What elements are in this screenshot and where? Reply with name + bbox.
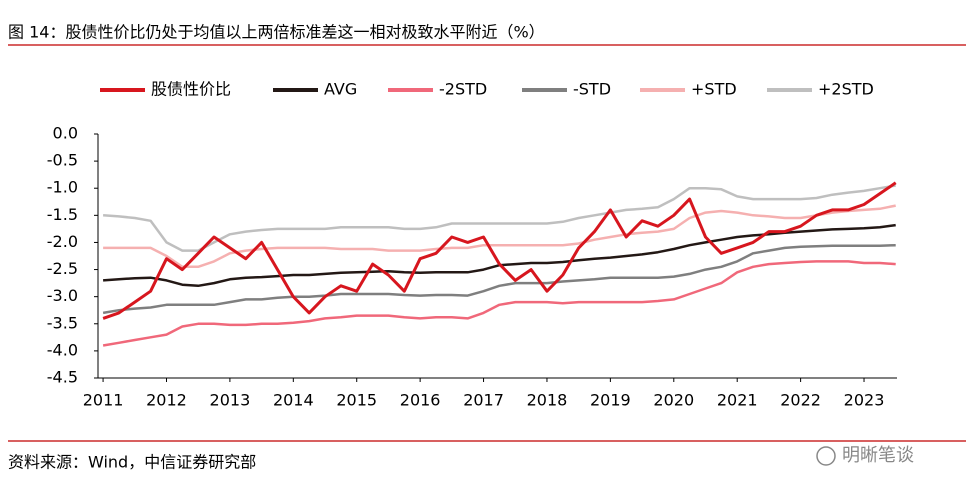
x-tick-label: 2012 <box>146 391 187 410</box>
legend-label: -STD <box>573 80 611 99</box>
legend-label: +2STD <box>818 80 874 99</box>
legend-label: -2STD <box>439 80 487 99</box>
x-tick-label: 2018 <box>527 391 568 410</box>
x-tick-label: 2011 <box>83 391 124 410</box>
x-tick-label: 2014 <box>273 391 314 410</box>
x-tick-label: 2021 <box>717 391 758 410</box>
y-tick-label: -4.5 <box>47 368 78 387</box>
series-line <box>102 243 896 315</box>
x-tick-label: 2019 <box>590 391 631 410</box>
watermark-icon <box>816 446 836 466</box>
x-tick-label: 2023 <box>844 391 885 410</box>
y-tick-label: -0.5 <box>47 151 78 170</box>
y-tick-label: -3.5 <box>47 313 78 332</box>
y-tick-label: -2.5 <box>47 259 78 278</box>
legend-label: 股债性价比 <box>151 80 231 99</box>
series-line <box>102 260 896 347</box>
legend-label: +STD <box>691 80 737 99</box>
legend-label: AVG <box>324 80 357 99</box>
x-tick-label: 2013 <box>210 391 251 410</box>
y-tick-label: -1.5 <box>47 205 78 224</box>
y-tick-label: 0.0 <box>53 124 78 143</box>
y-tick-label: -1.0 <box>47 178 78 197</box>
y-tick-label: -2.0 <box>47 232 78 251</box>
series-line <box>103 184 896 252</box>
series-line <box>102 181 897 320</box>
watermark: 明晰笔谈 <box>842 445 914 466</box>
y-tick-label: -4.0 <box>47 340 78 359</box>
x-tick-label: 2017 <box>463 391 504 410</box>
x-tick-label: 2015 <box>336 391 377 410</box>
series-line <box>103 204 896 269</box>
x-tick-label: 2016 <box>400 391 441 410</box>
source: 资料来源：Wind，中信证券研究部 <box>8 453 256 472</box>
y-tick-label: -3.0 <box>47 286 78 305</box>
chart-title: 图 14：股债性价比仍处于均值以上两倍标准差这一相对极致水平附近（%） <box>8 23 545 42</box>
x-tick-label: 2022 <box>780 391 821 410</box>
series-line <box>103 223 896 288</box>
x-tick-label: 2020 <box>653 391 694 410</box>
